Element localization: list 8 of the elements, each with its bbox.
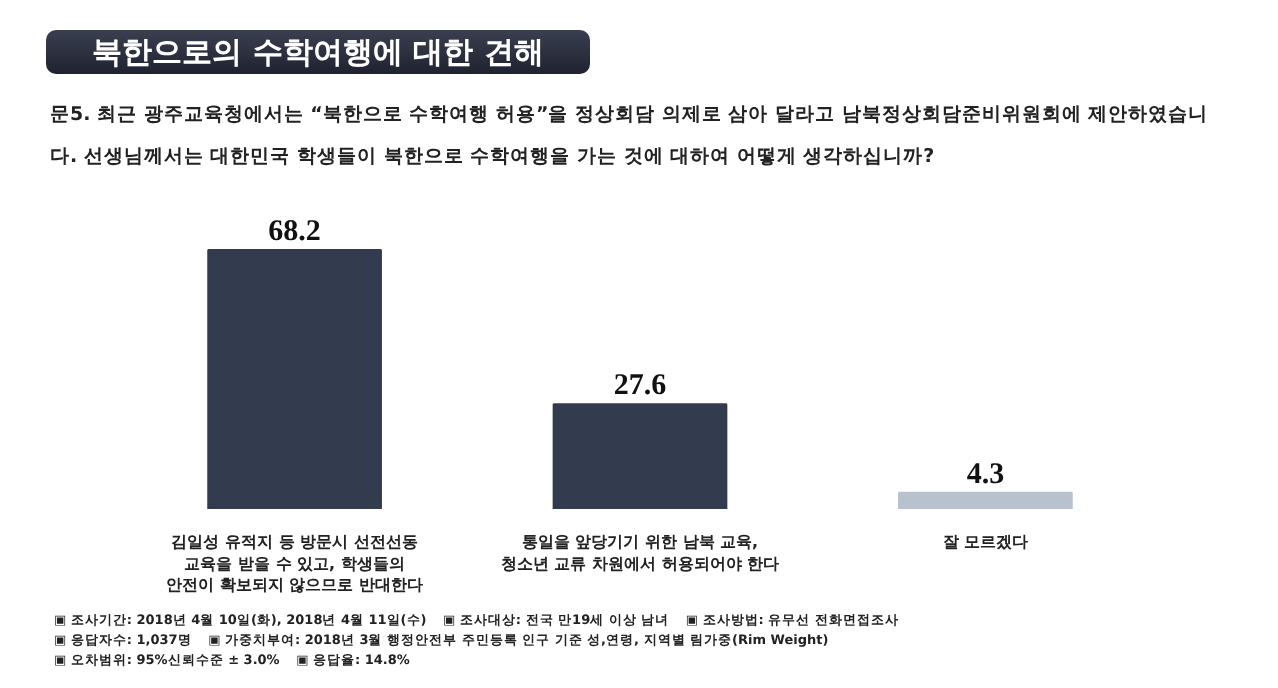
chart-title: 북한으로의 수학여행에 대한 견해: [46, 30, 590, 74]
x-tick-label: 잘 모르겠다: [942, 533, 1029, 551]
chart-subtitle: 문5. 최근 광주교육청에서는 “북한으로 수학여행 허용”을 정상회담 의제로 삼아 달라고 남북정상회담준비위원회에 제안하였습니다. 선생님께서는 대한민국 학생들이 북한으로 수학여행을 가는 것에 대하여 어떻게 생각하십니까?: [50, 102, 1211, 172]
data-label: 68.2: [268, 215, 321, 248]
x-tick-label: 통일을 앞당기기 위한 남북 교육, 청소년 교류 차원에서 허용되어야 한다: [500, 533, 780, 573]
data-label: 4.3: [966, 458, 1005, 491]
x-tick-label: 김일성 유적지 등 방문시 선전선동 교육을 받을 수 있고, 학생들의 안전이 확보되지 않으므로 반대한다: [166, 533, 423, 595]
data-label: 27.6: [613, 370, 668, 403]
